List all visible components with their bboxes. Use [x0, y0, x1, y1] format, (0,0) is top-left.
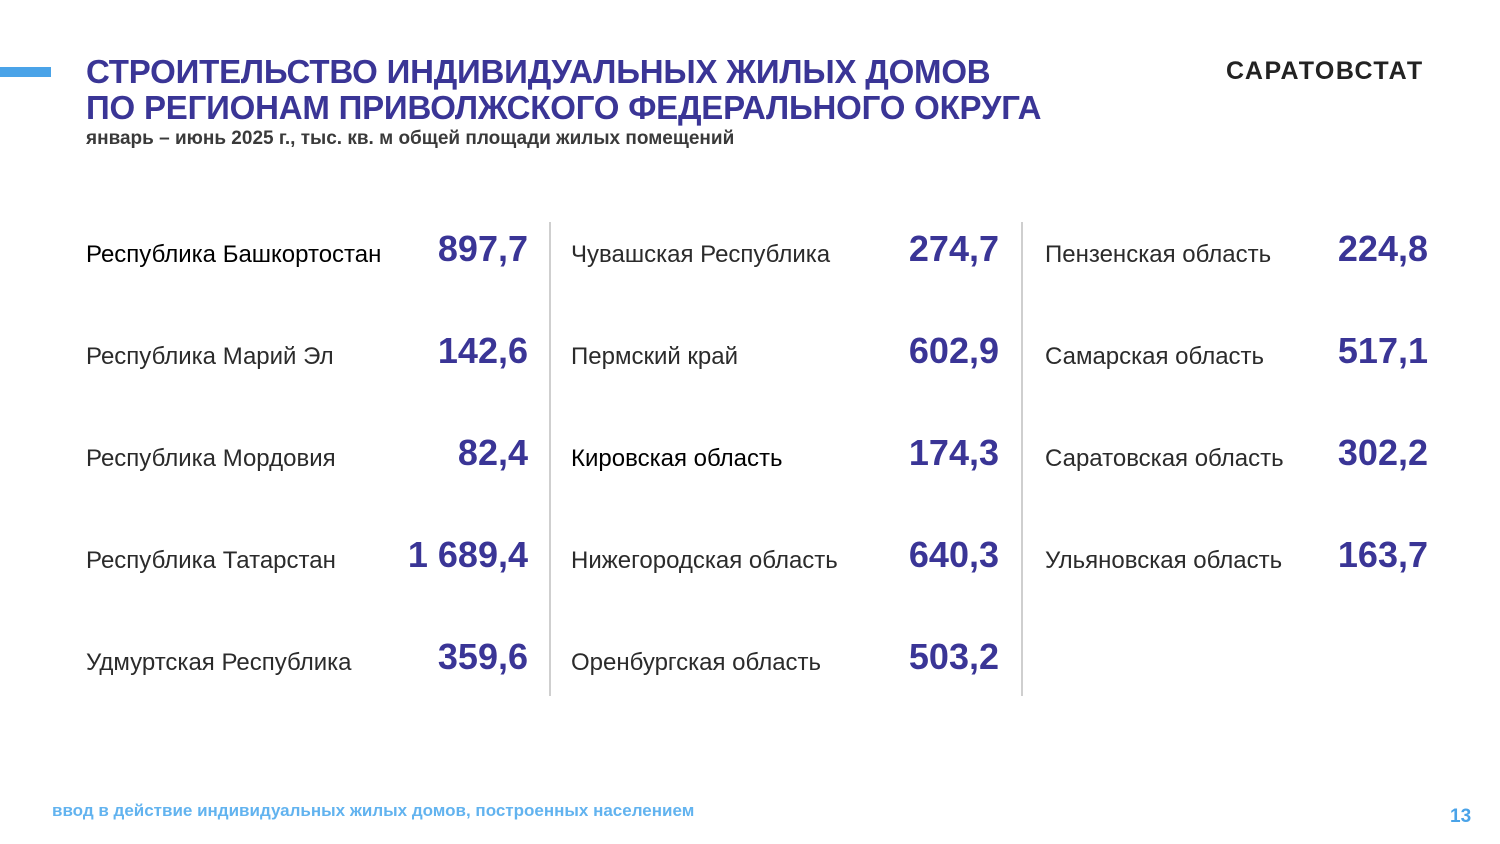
region-row: Республика Татарстан 1 689,4 [86, 528, 528, 630]
accent-bar [0, 67, 51, 77]
region-column-3: Пензенская область 224,8 Самарская облас… [1045, 222, 1428, 630]
region-row: Самарская область 517,1 [1045, 324, 1428, 426]
region-name: Удмуртская Республика [86, 649, 352, 676]
region-value: 82,4 [457, 432, 528, 473]
region-name: Республика Татарстан [86, 547, 336, 574]
region-row: Удмуртская Республика 359,6 [86, 630, 528, 732]
region-value: 359,6 [437, 636, 528, 677]
region-row: Саратовская область 302,2 [1045, 426, 1428, 528]
region-name: Пермский край [571, 343, 739, 370]
title-line-1: СТРОИТЕЛЬСТВО ИНДИВИДУАЛЬНЫХ ЖИЛЫХ ДОМОВ [86, 53, 991, 90]
region-value: 302,2 [1337, 432, 1428, 473]
region-name: Ульяновская область [1045, 547, 1283, 574]
region-name: Самарская область [1045, 343, 1265, 370]
region-value: 142,6 [437, 330, 528, 371]
page-number: 13 [1450, 806, 1472, 827]
region-column-2: Чувашская Республика 274,7 Пермский край… [571, 222, 999, 732]
title-line-2: ПО РЕГИОНАМ ПРИВОЛЖСКОГО ФЕДЕРАЛЬНОГО ОК… [86, 89, 1042, 126]
region-value: 602,9 [908, 330, 999, 371]
region-row: Пензенская область 224,8 [1045, 222, 1428, 324]
region-row: Республика Мордовия 82,4 [86, 426, 528, 528]
region-name: Республика Мордовия [86, 445, 336, 472]
region-value: 174,3 [908, 432, 999, 473]
region-value: 224,8 [1337, 228, 1428, 269]
region-column-1: Республика Башкортостан 897,7 Республика… [86, 222, 528, 732]
region-value: 503,2 [908, 636, 999, 677]
region-row: Республика Марий Эл 142,6 [86, 324, 528, 426]
brand-logo-text: САРАТОВСТАТ [1226, 57, 1424, 85]
region-row: Чувашская Республика 274,7 [571, 222, 999, 324]
region-row: Оренбургская область 503,2 [571, 630, 999, 732]
column-divider [1021, 222, 1023, 696]
region-row: Пермский край 602,9 [571, 324, 999, 426]
region-value: 517,1 [1337, 330, 1428, 371]
region-row: Кировская область 174,3 [571, 426, 999, 528]
region-value: 640,3 [908, 534, 999, 575]
region-name: Пензенская область [1045, 241, 1272, 268]
region-name: Саратовская область [1045, 445, 1284, 472]
region-value: 163,7 [1337, 534, 1428, 575]
region-name: Кировская область [571, 445, 783, 472]
region-name: Республика Марий Эл [86, 343, 334, 370]
page-title: СТРОИТЕЛЬСТВО ИНДИВИДУАЛЬНЫХ ЖИЛЫХ ДОМОВ… [86, 53, 1042, 126]
region-row: Республика Башкортостан 897,7 [86, 222, 528, 324]
region-value: 274,7 [908, 228, 999, 269]
column-divider [549, 222, 551, 696]
region-row: Ульяновская область 163,7 [1045, 528, 1428, 630]
footer-note: ввод в действие индивидуальных жилых дом… [52, 801, 695, 820]
region-value: 897,7 [437, 228, 528, 269]
region-row: Нижегородская область 640,3 [571, 528, 999, 630]
region-name: Оренбургская область [571, 649, 822, 676]
region-value: 1 689,4 [407, 534, 528, 575]
page-subtitle: январь – июнь 2025 г., тыс. кв. м общей … [86, 128, 735, 149]
region-name: Чувашская Республика [571, 241, 831, 268]
region-name: Республика Башкортостан [86, 241, 382, 268]
region-name: Нижегородская область [571, 547, 838, 574]
